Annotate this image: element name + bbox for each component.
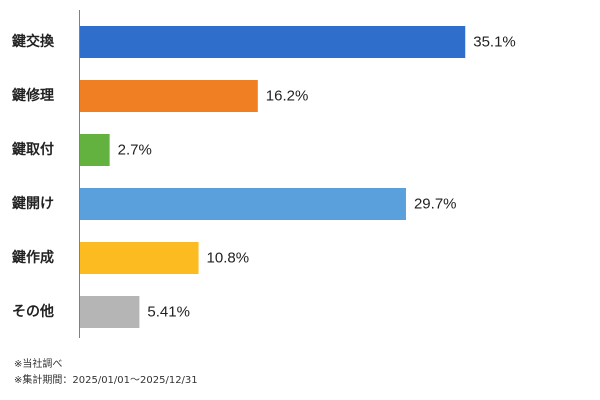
bar-3 <box>80 188 406 220</box>
chart-notes: ※当社調べ ※集計期間：2025/01/01～2025/12/31 <box>14 357 198 389</box>
value-label-0: 35.1% <box>473 34 516 51</box>
value-label-2: 2.7% <box>118 142 152 159</box>
bar-2 <box>80 134 110 166</box>
category-label-5: その他 <box>12 303 54 320</box>
value-label-4: 10.8% <box>207 250 250 267</box>
category-label-1: 鍵修理 <box>12 87 54 104</box>
bar-5 <box>80 296 140 328</box>
value-label-1: 16.2% <box>266 88 309 105</box>
source-note: ※当社調べ <box>14 359 63 370</box>
category-label-2: 鍵取付 <box>12 141 54 158</box>
value-labels-group: 35.1% 16.2% 2.7% 29.7% 10.8% 5.41% <box>118 34 516 321</box>
period-note: ※集計期間：2025/01/01～2025/12/31 <box>14 375 198 386</box>
bar-0 <box>80 26 466 58</box>
value-label-5: 5.41% <box>147 304 190 321</box>
bar-1 <box>80 80 258 112</box>
category-label-3: 鍵開け <box>12 195 54 212</box>
value-label-3: 29.7% <box>414 196 457 213</box>
bars-group <box>80 26 466 328</box>
category-label-0: 鍵交換 <box>12 33 55 50</box>
bar-4 <box>80 242 199 274</box>
category-label-4: 鍵作成 <box>12 249 54 266</box>
